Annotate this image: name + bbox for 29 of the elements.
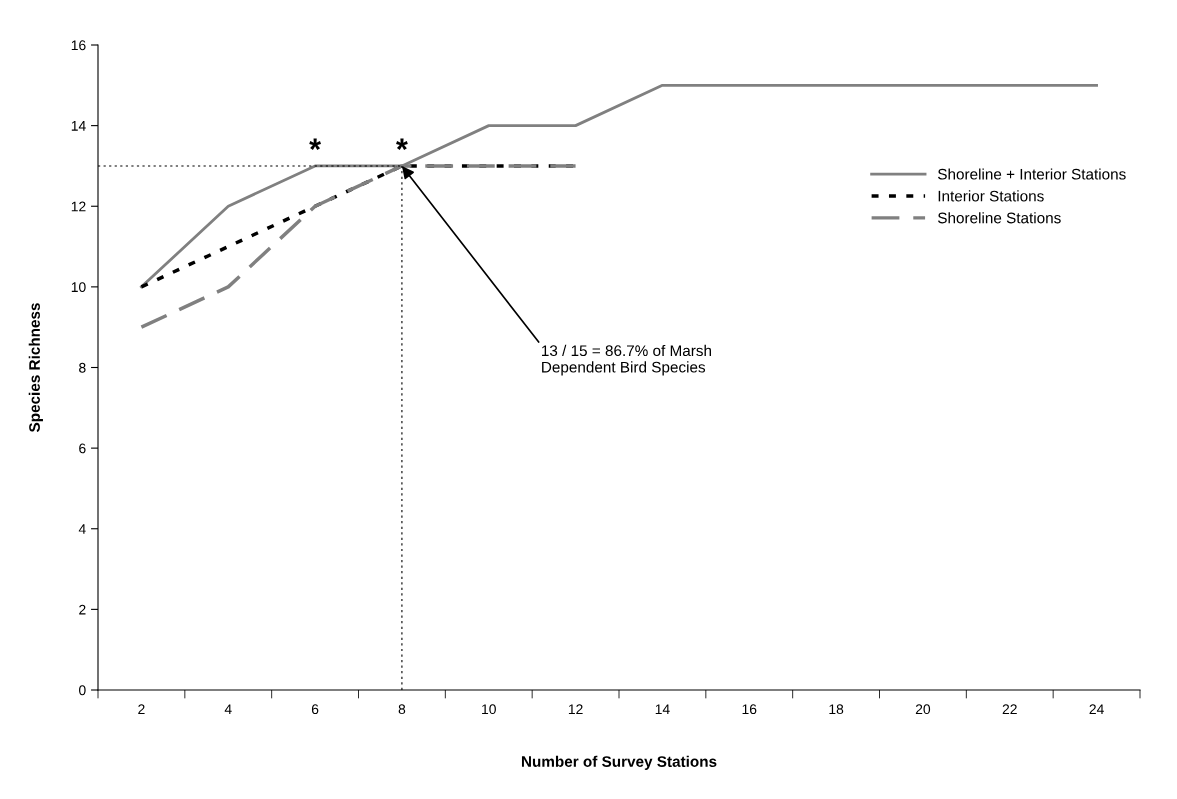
y-tick-label: 0: [79, 685, 86, 696]
x-tick-label: 8: [398, 704, 406, 715]
x-tick-label: 16: [742, 704, 757, 715]
y-tick-label: 2: [79, 604, 86, 615]
y-tick-label: 6: [79, 443, 86, 454]
x-axis-title: Number of Survey Stations: [521, 755, 717, 770]
x-tick-label: 10: [482, 704, 496, 715]
x-tick-label: 20: [915, 704, 931, 715]
y-tick-label: 10: [71, 282, 86, 293]
annotation: *: [309, 138, 321, 150]
legend-label: Interior Stations: [938, 190, 1044, 202]
x-tick-label: 4: [224, 704, 232, 714]
legend-label: Shoreline + Interior Stations: [938, 168, 1126, 180]
x-tick-label: 12: [568, 704, 583, 714]
y-tick-label: 4: [78, 524, 86, 534]
y-tick-label: 8: [79, 362, 86, 373]
y-axis-title: Species Richness: [28, 303, 43, 433]
annotation: *: [396, 138, 408, 150]
y-tick-label: 12: [71, 201, 86, 212]
x-tick-label: 18: [829, 704, 844, 715]
x-tick-label: 2: [138, 704, 145, 714]
legend-label: Shoreline Stations: [938, 212, 1061, 224]
x-tick-label: 6: [311, 704, 319, 715]
x-tick-label: 24: [1089, 704, 1104, 714]
annotation: 13 / 15 = 86.7% of Marsh Dependent Bird Species: [542, 344, 711, 376]
x-tick-label: 22: [1002, 704, 1017, 714]
y-tick-label: 16: [71, 40, 86, 51]
x-tick-label: 14: [655, 704, 670, 714]
y-tick-label: 14: [71, 121, 86, 131]
